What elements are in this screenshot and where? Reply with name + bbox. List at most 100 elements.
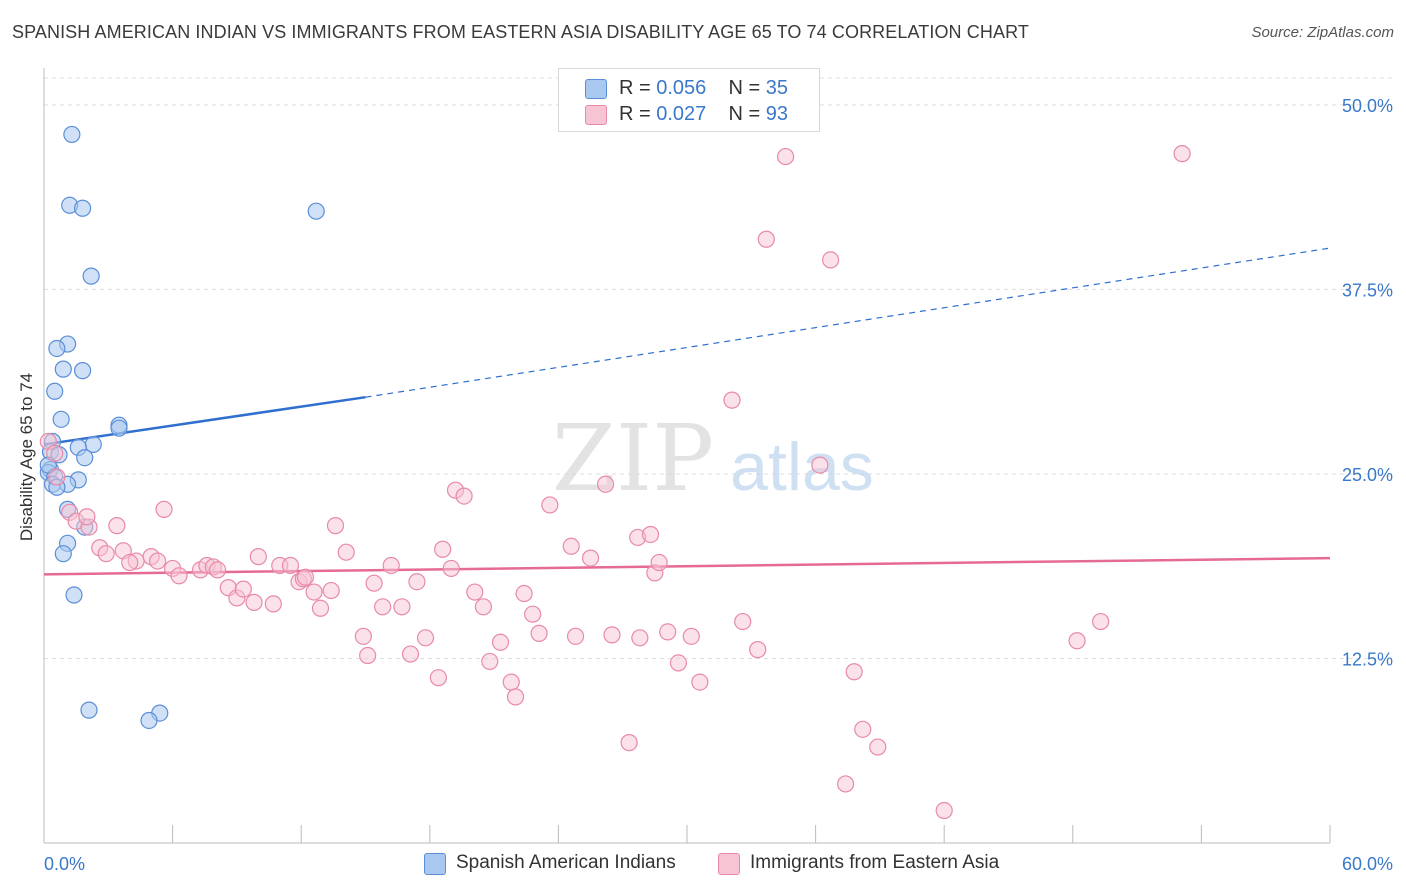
bottom-legend-swatch-series2 [718,853,740,875]
data-point-series2 [869,738,887,756]
trend-line-series2 [43,556,1331,576]
data-point-series2 [78,508,96,526]
data-point-series2 [264,595,282,613]
data-point-series2 [1092,612,1110,631]
trend-line-dashed [365,247,1331,398]
data-point-series2 [281,556,300,575]
data-point-series2 [434,540,452,558]
data-point-series2 [596,475,615,493]
data-point-series2 [603,626,621,644]
data-point-series2 [581,549,600,567]
data-point-series2 [734,612,752,631]
data-point-series1 [140,711,158,730]
data-point-series1 [46,382,64,400]
source-label: Source: ZipAtlas.com [1251,24,1394,41]
legend-box: R = 0.056 N = 35 R = 0.027 N = 93 [558,68,820,132]
data-point-series2 [776,147,795,166]
data-point-series1 [54,360,72,378]
data-point-series2 [382,556,400,575]
data-point-series1 [76,449,94,467]
data-point-series2 [524,605,542,623]
data-point-series1 [80,701,98,719]
data-point-series2 [1173,145,1191,163]
data-point-series2 [650,553,668,572]
data-point-series2 [442,559,460,578]
bottom-legend-label-series1: Spanish American Indians [456,852,676,873]
data-point-series2 [354,627,372,645]
data-point-series2 [822,251,840,269]
data-point-series2 [474,598,492,616]
data-point-series1 [65,586,83,604]
data-point-series2 [541,496,559,514]
data-point-series2 [455,487,473,505]
data-point-series2 [757,230,775,248]
legend-n-value-series2: 93 [765,103,789,125]
chart-title: SPANISH AMERICAN INDIAN VS IMMIGRANTS FR… [12,22,1029,42]
trend-line-solid [43,556,1331,576]
legend-n-value-series1: 35 [765,77,789,99]
data-point-series2 [209,561,227,579]
data-point-series1 [307,202,325,220]
data-point-series1 [82,267,100,285]
x-tick-labels: 0.0% 60.0% [44,854,1393,874]
data-point-series1 [73,362,92,380]
data-point-series2 [408,573,426,591]
legend-r-label: R = [619,77,651,99]
legend-swatch-series2 [585,105,607,125]
data-point-series2 [429,669,447,687]
data-point-series2 [305,583,323,601]
data-point-series2 [249,548,267,566]
data-point-series2 [641,525,660,544]
data-point-series2 [170,567,188,585]
bottom-legend-swatch-series1 [424,853,446,875]
data-point-series2 [669,654,688,672]
trend-line-solid [43,395,366,446]
data-point-series2 [374,598,392,616]
data-point-series2 [337,543,355,561]
x-tick-label: 0.0% [44,854,85,874]
y-tick-label: 50.0% [1342,96,1393,116]
data-point-series2 [620,734,638,752]
watermark-atlas: atlas [730,429,874,505]
y-tick-label: 37.5% [1342,280,1393,300]
data-point-series2 [365,574,383,592]
legend-n-label: N = [728,77,761,99]
data-point-series2 [296,568,315,586]
points-series2 [39,103,1191,820]
watermark: ZIP atlas [552,405,874,512]
data-point-series2 [749,641,767,659]
legend-n-label: N = [728,103,761,125]
watermark-zip: ZIP [552,405,714,512]
data-point-series2 [837,775,855,793]
data-point-series2 [481,652,499,671]
data-point-series2 [845,663,863,681]
data-point-series2 [359,646,377,665]
data-point-series2 [416,629,435,647]
data-point-series2 [631,629,649,647]
data-point-series2 [466,583,484,601]
trend-line-series1 [43,247,1331,446]
data-point-series2 [691,673,709,691]
legend-swatch-series1 [585,79,607,99]
data-point-series2 [155,500,173,518]
data-point-series2 [1068,632,1086,650]
y-axis-label: Disability Age 65 to 74 [17,372,36,542]
axes [43,68,1331,844]
data-point-series1 [63,125,81,144]
data-point-series2 [515,584,533,603]
data-point-series2 [393,598,411,616]
y-tick-label: 12.5% [1342,649,1393,669]
data-point-series1 [54,545,72,563]
x-tick-label: 60.0% [1342,854,1393,874]
data-point-series2 [502,673,520,691]
data-point-series2 [322,581,340,600]
data-point-series2 [326,517,345,535]
legend-r-label: R = [619,103,651,125]
data-point-series2 [682,627,700,645]
data-point-series2 [566,627,585,645]
data-point-series2 [562,537,580,555]
data-point-series2 [506,688,525,706]
data-point-series1 [73,199,92,217]
data-point-series1 [48,339,66,358]
data-point-series2 [148,552,167,570]
